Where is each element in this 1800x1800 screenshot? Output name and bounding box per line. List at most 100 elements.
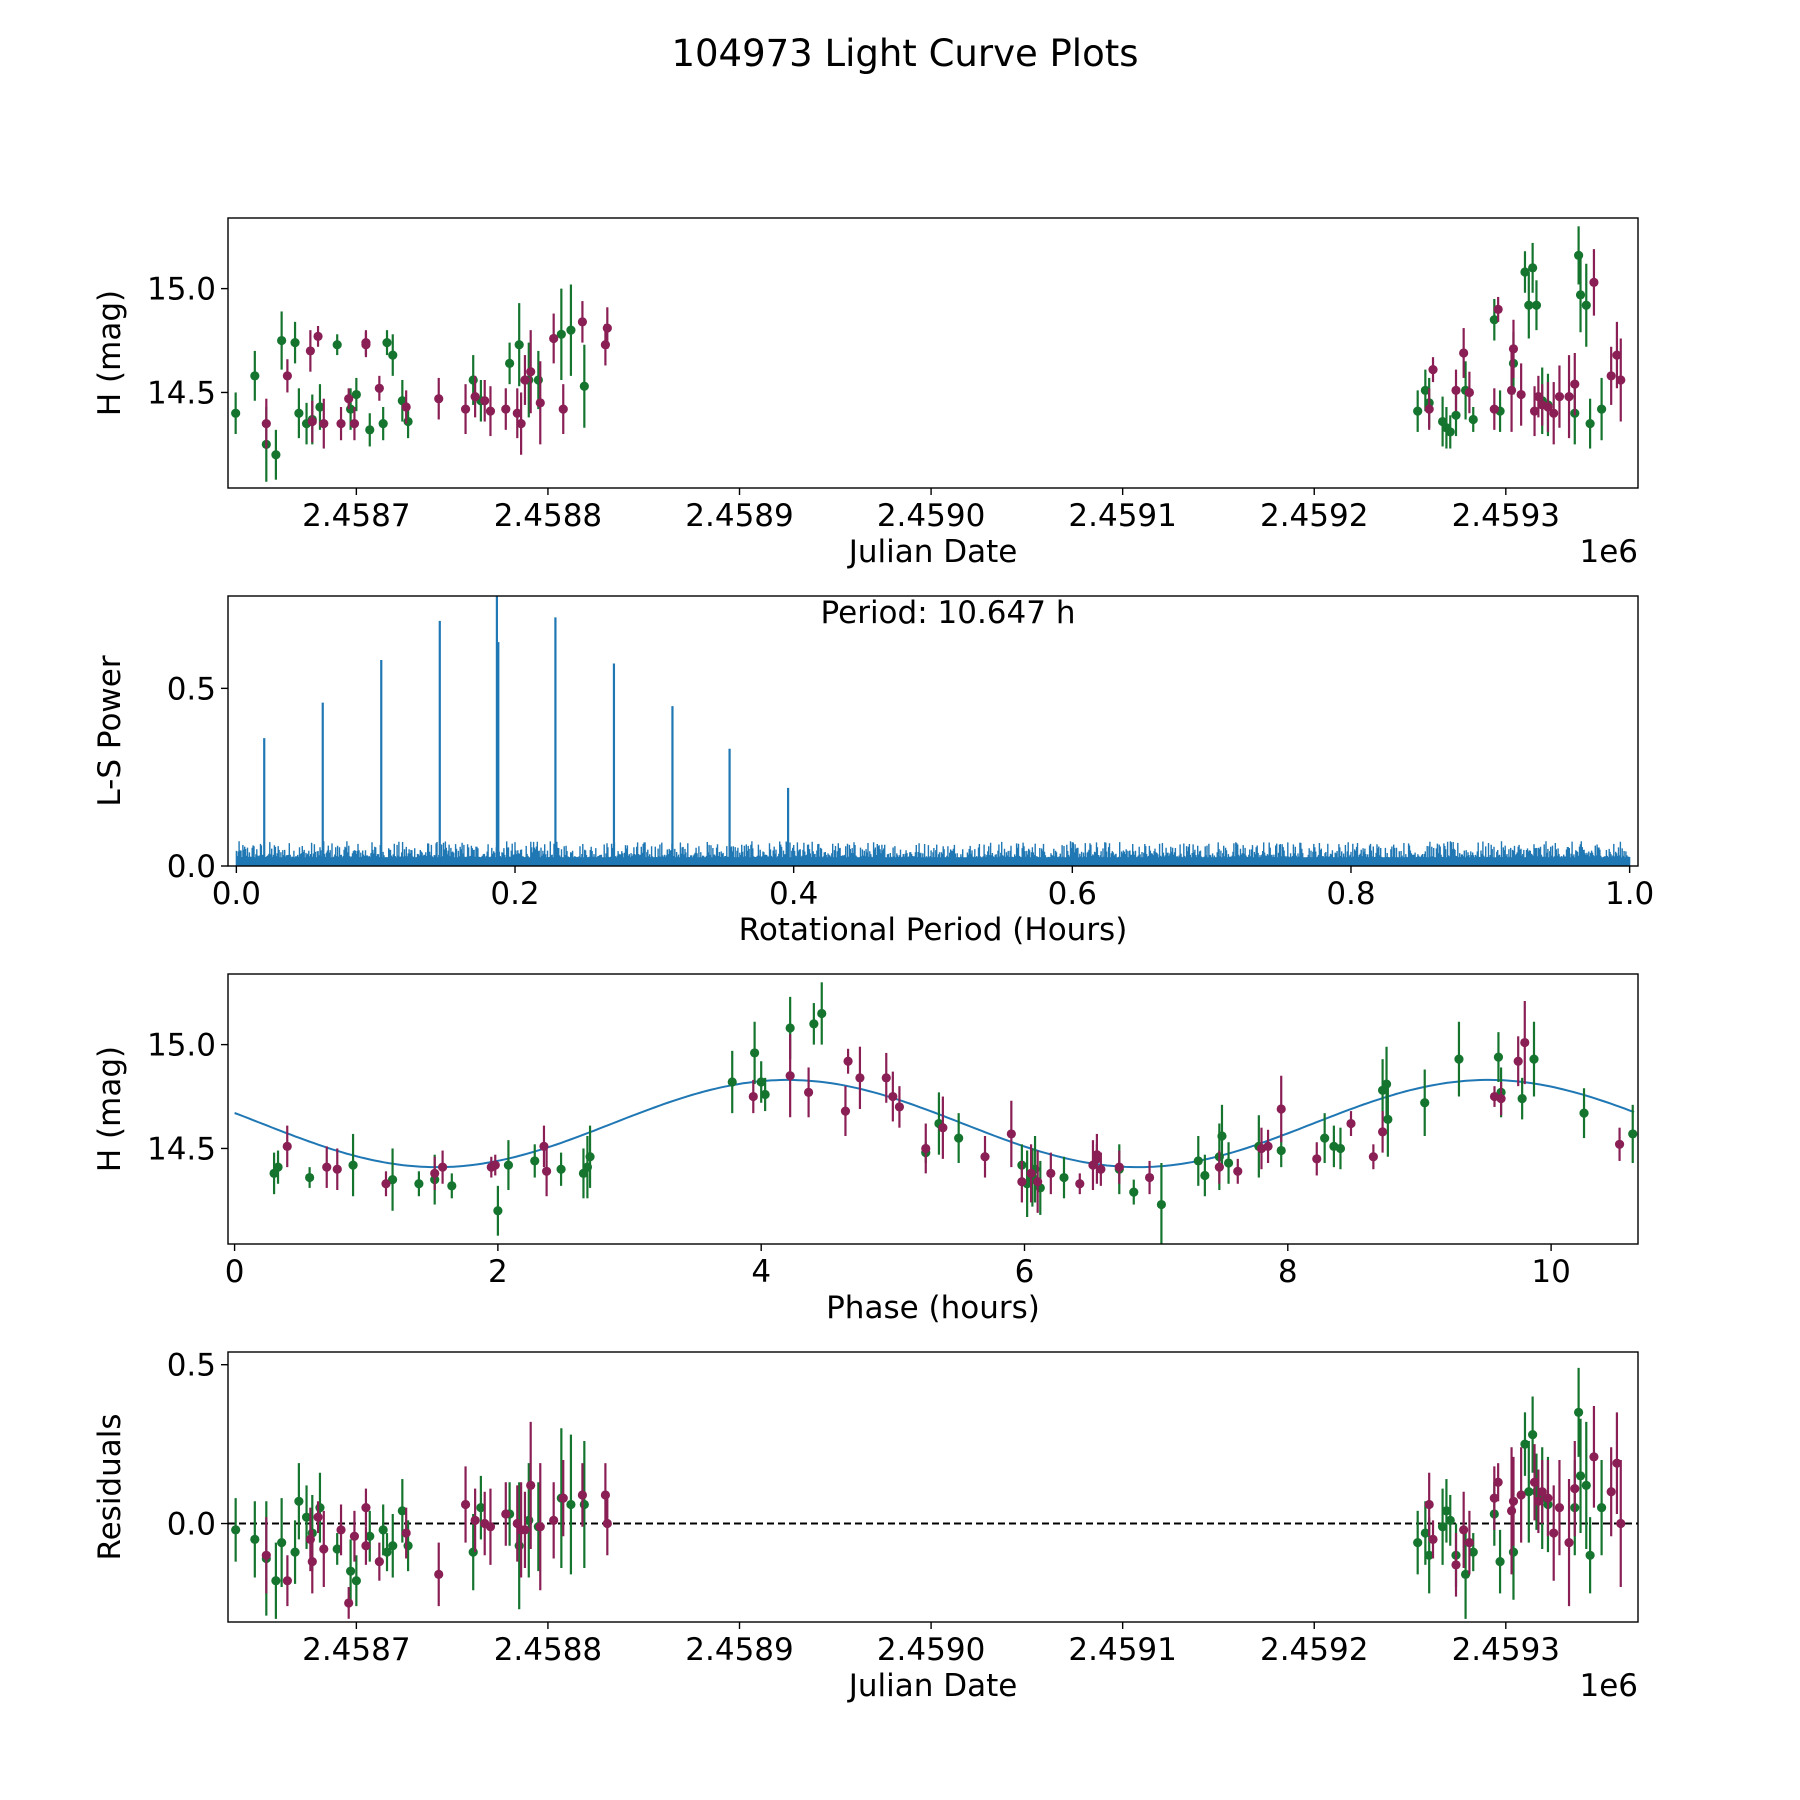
purple-data-point	[888, 1091, 898, 1102]
green-data-point	[1200, 1170, 1210, 1181]
green-data-point	[1574, 250, 1584, 260]
green-data-point	[1574, 1407, 1584, 1417]
light-curve-panel: 2.4587 2.4588 2.4589 2.4590 2.4591 2.4592 2.45…	[92, 217, 1639, 570]
purple-data-point	[602, 1518, 612, 1529]
y-tick-label: 0.5	[167, 671, 216, 707]
green-data-point	[514, 340, 524, 350]
purple-data-point	[430, 1168, 440, 1178]
purple-data-point	[1033, 1177, 1043, 1187]
periodogram-noise	[235, 841, 1631, 866]
x-tick-label: 6	[1015, 1254, 1035, 1290]
x-tick-label: 0.8	[1326, 876, 1375, 912]
green-data-point	[756, 1077, 766, 1087]
purple-data-point	[349, 1531, 360, 1541]
purple-data-point	[1489, 1493, 1499, 1503]
green-data-point	[332, 340, 342, 350]
green-data-point	[250, 371, 260, 381]
green-data-point	[1420, 1098, 1430, 1108]
green-data-point	[1628, 1129, 1638, 1139]
green-data-point	[447, 1181, 457, 1191]
purple-data-point	[1570, 1483, 1580, 1494]
purple-data-point	[361, 1503, 371, 1513]
purple-data-point	[401, 1528, 411, 1538]
green-data-point	[250, 1534, 260, 1545]
purple-data-point	[748, 1091, 758, 1102]
green-data-point	[503, 1160, 514, 1170]
green-data-point	[290, 1547, 300, 1557]
green-data-point	[1597, 1503, 1607, 1513]
x-tick-label: 2.4593	[1452, 1632, 1560, 1668]
purple-data-point	[261, 419, 271, 429]
x-axis-offset-label: 1e6	[1579, 1668, 1638, 1704]
green-data-point	[348, 1160, 358, 1170]
x-tick-label: 2	[488, 1254, 508, 1290]
purple-data-point	[1263, 1141, 1273, 1151]
x-tick-label: 2.4590	[877, 1632, 985, 1668]
purple-data-point	[344, 1598, 354, 1608]
purple-data-point	[1537, 1487, 1547, 1497]
purple-data-point	[1451, 1560, 1461, 1570]
purple-data-point	[1564, 1537, 1574, 1548]
green-data-point	[365, 1531, 375, 1541]
green-data-point	[277, 1537, 287, 1548]
green-data-point	[315, 402, 325, 412]
green-data-point	[1468, 414, 1478, 425]
green-data-point	[556, 329, 566, 339]
purple-data-point	[1529, 406, 1540, 416]
purple-data-point	[1516, 389, 1526, 400]
x-tick-label: 2.4589	[685, 1632, 793, 1668]
purple-data-point	[512, 408, 522, 418]
x-tick-label: 2.4587	[302, 498, 410, 534]
plot-area	[235, 596, 1631, 866]
x-tick-label: 10	[1531, 1254, 1570, 1290]
green-data-point	[1445, 1515, 1455, 1525]
green-data-point	[1524, 1487, 1534, 1497]
purple-data-point	[1428, 365, 1438, 375]
purple-data-point	[322, 1162, 332, 1172]
purple-data-point	[313, 1512, 323, 1522]
green-data-point	[365, 425, 375, 435]
green-data-point	[387, 1175, 398, 1185]
x-tick-label: 2.4589	[685, 498, 793, 534]
purple-data-point	[1489, 404, 1499, 414]
purple-data-point	[549, 1515, 559, 1525]
green-data-point	[294, 408, 304, 418]
x-axis-label: Julian Date	[847, 1668, 1018, 1704]
green-data-point	[351, 1576, 361, 1586]
y-tick-label: 0.5	[167, 1348, 216, 1384]
purple-data-point	[374, 1557, 384, 1567]
green-data-point	[1156, 1199, 1167, 1210]
green-data-point	[382, 1547, 392, 1557]
purple-data-point	[1276, 1104, 1286, 1114]
green-data-point	[403, 1541, 413, 1551]
purple-data-point	[980, 1152, 990, 1162]
purple-data-point	[855, 1073, 865, 1083]
purple-data-point	[1006, 1129, 1016, 1139]
purple-data-point	[602, 323, 612, 333]
green-data-point	[785, 1023, 795, 1033]
purple-data-point	[549, 333, 559, 344]
purple-data-point	[1214, 1162, 1224, 1172]
purple-data-point	[1424, 1499, 1434, 1510]
x-tick-label: 2.4587	[302, 1632, 410, 1668]
green-data-point	[727, 1077, 737, 1087]
purple-data-point	[1464, 387, 1475, 398]
green-data-point	[305, 1172, 315, 1183]
purple-data-point	[921, 1143, 931, 1154]
green-data-point	[1129, 1187, 1139, 1197]
green-data-point	[566, 325, 576, 335]
purple-data-point	[1075, 1179, 1085, 1189]
purple-data-point	[881, 1073, 891, 1083]
purple-data-point	[319, 1544, 329, 1554]
purple-data-point	[480, 396, 490, 406]
green-data-point	[1413, 406, 1423, 416]
purple-data-point	[1529, 1477, 1540, 1487]
green-data-point	[1597, 404, 1607, 414]
purple-data-point	[1493, 304, 1503, 314]
purple-data-point	[1616, 1518, 1626, 1529]
green-data-point	[332, 1544, 342, 1554]
purple-data-point	[460, 404, 471, 414]
x-tick-label: 0.0	[212, 876, 261, 912]
periodogram-panel: 0.0 0.2 0.4 0.6 0.8 1.0 0.0 0.5 Rotational Perio…	[92, 595, 1654, 948]
axes-frame	[227, 1351, 1639, 1623]
